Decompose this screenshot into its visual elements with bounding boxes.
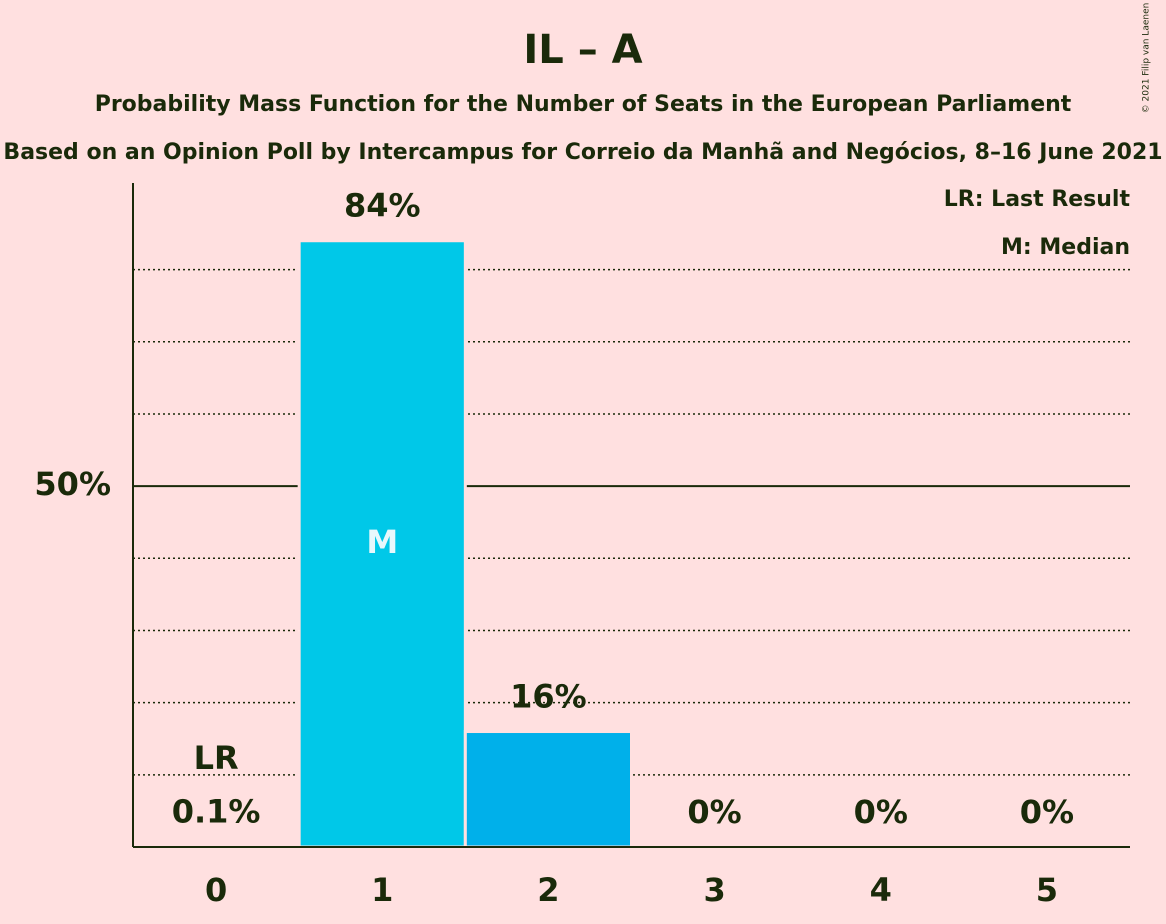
x-tick-label: 2 (537, 871, 559, 909)
x-tick-label: 5 (1036, 871, 1058, 909)
y-tick-label: 50% (34, 465, 111, 503)
x-tick-label: 4 (870, 871, 892, 909)
bar (463, 730, 634, 849)
x-tick-label: 0 (205, 871, 227, 909)
x-tick-label: 3 (703, 871, 725, 909)
value-label: 0% (854, 793, 908, 831)
chart-subtitle: Based on an Opinion Poll by Intercampus … (3, 140, 1162, 165)
chart-title: IL – A (523, 27, 642, 73)
value-label: 84% (344, 187, 421, 225)
value-label: 0% (687, 793, 741, 831)
median-marker: M (366, 523, 398, 561)
value-label: 0% (1020, 793, 1074, 831)
value-label: 0.1% (172, 792, 261, 830)
legend-entry: M: Median (1001, 235, 1130, 260)
value-label: 16% (510, 678, 587, 716)
last-result-marker: LR (194, 739, 239, 777)
credit: © 2021 Filip van Laenen (1142, 3, 1152, 114)
x-tick-label: 1 (371, 871, 393, 909)
legend-entry: LR: Last Result (944, 187, 1131, 212)
chart-subtitle: Probability Mass Function for the Number… (95, 92, 1072, 117)
bar (297, 239, 467, 849)
